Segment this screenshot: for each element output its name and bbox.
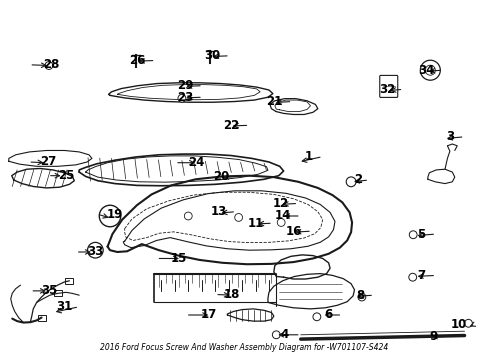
Circle shape (357, 293, 365, 301)
Circle shape (420, 60, 439, 80)
Text: 29: 29 (177, 79, 193, 92)
Text: 21: 21 (266, 95, 282, 108)
Bar (65, 278, 73, 284)
Text: 9: 9 (428, 330, 437, 343)
Text: 19: 19 (106, 208, 122, 221)
Circle shape (408, 273, 416, 281)
Text: 30: 30 (203, 49, 220, 62)
Text: 16: 16 (285, 225, 302, 238)
Text: 2016 Ford Focus Screw And Washer Assembly Diagram for -W701107-S424: 2016 Ford Focus Screw And Washer Assembl… (100, 343, 388, 352)
Text: 26: 26 (129, 54, 145, 67)
Text: 15: 15 (171, 252, 187, 265)
Bar (54, 291, 61, 296)
Circle shape (272, 331, 280, 339)
Text: 13: 13 (211, 205, 227, 218)
Circle shape (464, 319, 471, 327)
Circle shape (45, 62, 53, 69)
Text: 11: 11 (247, 217, 264, 230)
Text: 28: 28 (43, 58, 59, 71)
Text: 17: 17 (200, 309, 216, 321)
Text: 8: 8 (355, 289, 364, 302)
Text: 10: 10 (450, 318, 466, 330)
Circle shape (178, 94, 185, 102)
Text: 18: 18 (224, 288, 240, 301)
Text: 32: 32 (378, 83, 394, 96)
Text: 2: 2 (353, 174, 361, 186)
FancyBboxPatch shape (379, 75, 397, 98)
Text: 3: 3 (446, 130, 454, 143)
Circle shape (408, 231, 416, 239)
Text: 24: 24 (188, 156, 204, 169)
Text: 35: 35 (41, 284, 58, 297)
Text: 6: 6 (324, 309, 332, 321)
Text: 1: 1 (304, 150, 312, 163)
Text: 31: 31 (56, 300, 72, 313)
Text: 5: 5 (416, 228, 425, 240)
Text: 7: 7 (416, 269, 425, 282)
Text: 4: 4 (280, 328, 288, 341)
Circle shape (312, 313, 320, 321)
Text: 23: 23 (177, 91, 193, 104)
Text: 22: 22 (223, 119, 239, 132)
Text: 25: 25 (58, 169, 74, 182)
Bar (38, 315, 45, 320)
Text: 14: 14 (274, 210, 290, 222)
Text: 12: 12 (272, 197, 288, 210)
Text: 27: 27 (40, 156, 56, 168)
Text: 33: 33 (87, 246, 103, 258)
Text: 34: 34 (417, 64, 433, 77)
Text: 20: 20 (213, 170, 229, 183)
